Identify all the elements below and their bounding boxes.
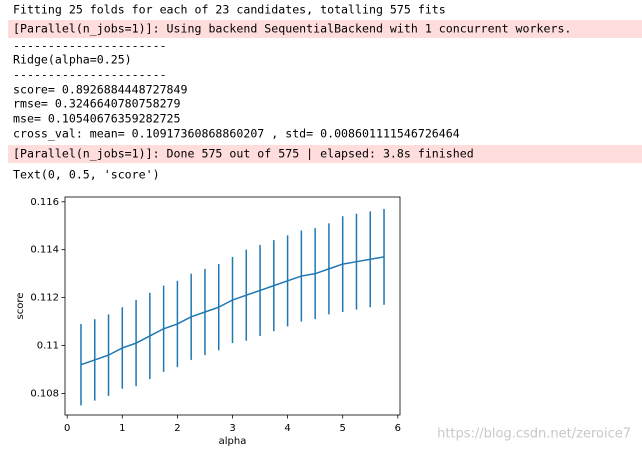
output-line: rmse= 0.3246640780758279 — [13, 97, 181, 111]
mean-line — [80, 256, 385, 366]
output-line: [Parallel(n_jobs=1)]: Using backend Sequ… — [13, 22, 571, 36]
y-tick-label: 0.116 — [30, 197, 59, 208]
output-line: mse= 0.10540676359282725 — [13, 112, 181, 126]
y-tick-label: 0.114 — [30, 245, 59, 256]
x-tick-label: 2 — [174, 423, 180, 434]
output-line: Fitting 25 folds for each of 23 candidat… — [13, 3, 446, 17]
x-tick-label: 6 — [395, 423, 401, 434]
x-tick-label: 4 — [284, 423, 290, 434]
output-line: Text(0, 0.5, 'score') — [13, 168, 160, 182]
y-axis-label: score — [15, 293, 26, 320]
x-tick-label: 0 — [64, 423, 70, 434]
output-line: [Parallel(n_jobs=1)]: Done 575 out of 57… — [13, 147, 474, 162]
output-line: Ridge(alpha=0.25) — [13, 53, 132, 67]
output-line: score= 0.8926884448727849 — [13, 83, 188, 97]
x-tick-label: 1 — [119, 423, 125, 434]
x-tick-label: 5 — [340, 423, 346, 434]
y-tick-label: 0.11 — [37, 341, 59, 352]
y-tick-label: 0.112 — [30, 293, 59, 304]
stderr-background — [8, 145, 642, 163]
y-tick-label: 0.108 — [30, 388, 59, 399]
x-tick-label: 3 — [229, 423, 235, 434]
watermark: https://blog.csdn.net/zeroice7 — [437, 427, 631, 442]
x-axis-label: alpha — [219, 436, 247, 447]
output-line: cross_val: mean= 0.10917360868860207 , s… — [13, 127, 460, 141]
output-line: ---------------------- — [13, 39, 167, 53]
stderr-background — [8, 20, 642, 38]
output-line: ---------------------- — [13, 68, 167, 82]
